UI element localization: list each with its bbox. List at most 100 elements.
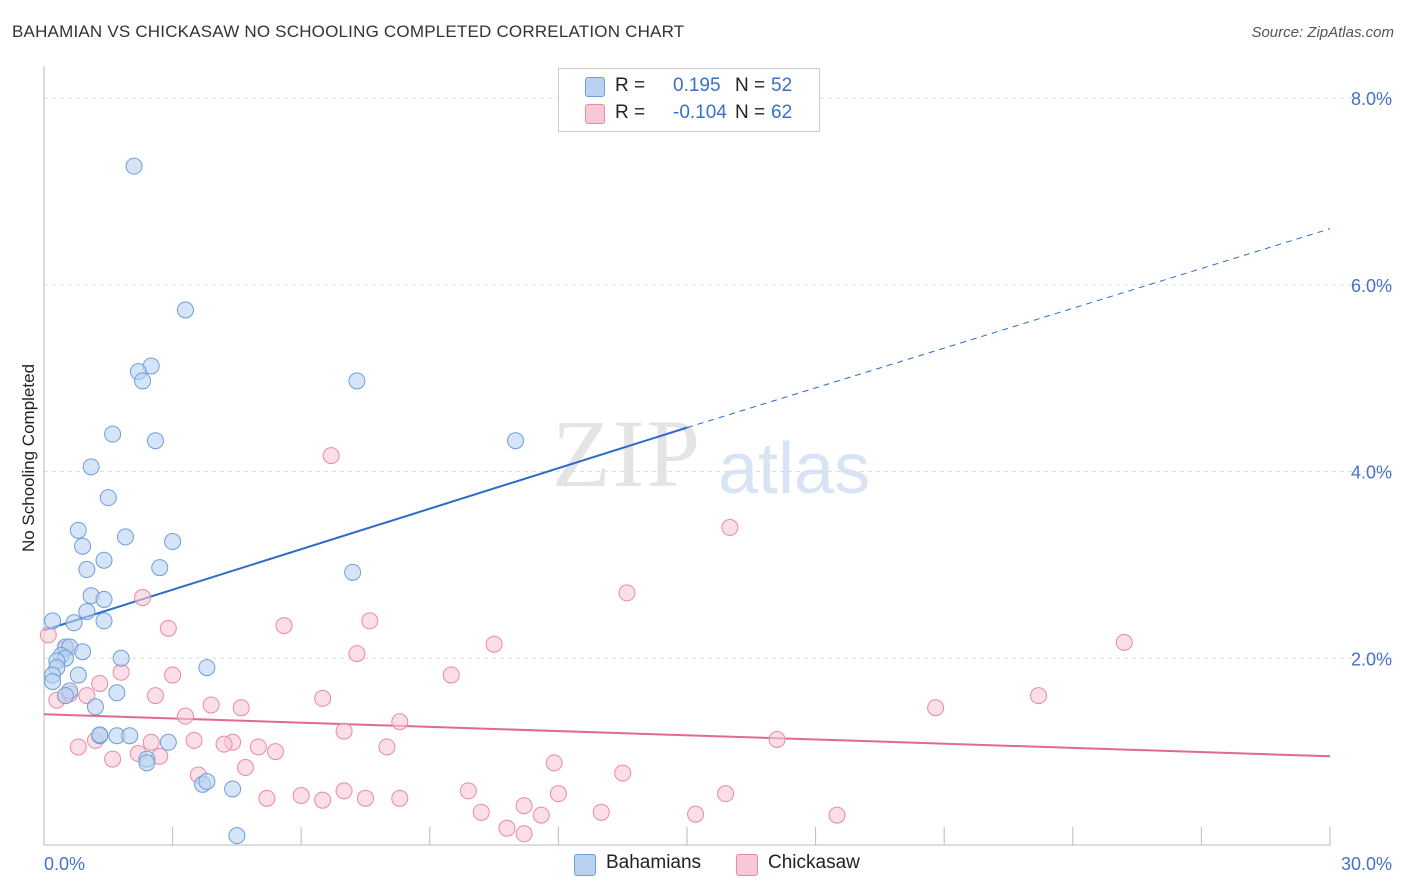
bahamian-point (74, 643, 92, 661)
chickasaw-point (391, 713, 409, 731)
y-tick-label: 2.0% (1351, 649, 1392, 669)
watermark-zip: ZIP (552, 400, 702, 507)
chickasaw-point (618, 584, 636, 602)
chickasaw-point (485, 635, 503, 653)
bahamian-point (95, 551, 113, 569)
legend-swatch-chickasaw (585, 104, 605, 124)
bahamian-point (344, 563, 362, 581)
bahamian-point (69, 666, 87, 684)
chickasaw-point (335, 722, 353, 740)
bahamian-point (138, 754, 156, 772)
chickasaw-point (357, 789, 374, 807)
chickasaw-point (614, 764, 632, 782)
legend-n-value: 52 (771, 75, 793, 96)
chickasaw-point (142, 733, 160, 751)
bahamian-point (228, 827, 246, 845)
chickasaw-point (378, 738, 396, 756)
chickasaw-point (1115, 633, 1133, 651)
bahamian-point (507, 432, 525, 450)
x-tick-label: 30.0% (1341, 854, 1392, 874)
tick-labels: 2.0% 4.0% 6.0% 8.0% 0.0% 30.0% (44, 89, 1392, 874)
chickasaw-point (1030, 687, 1048, 705)
chickasaw-point (361, 612, 379, 630)
bahamian-point (82, 458, 100, 476)
bahamian-point (121, 727, 139, 745)
chickasaw-point (545, 754, 563, 772)
chickasaw-point (146, 687, 164, 705)
bahamian-point (151, 559, 169, 577)
bahamian-point (78, 561, 96, 579)
bahamian-point (164, 533, 182, 551)
chickasaw-point (314, 689, 332, 707)
bahamian-point (104, 425, 122, 443)
chart-title: BAHAMIAN VS CHICKASAW NO SCHOOLING COMPL… (12, 22, 685, 41)
chickasaw-point (592, 803, 610, 821)
legend-r-label: R = (615, 102, 646, 123)
chickasaw-point (335, 782, 353, 800)
chickasaw-point (498, 819, 516, 837)
chickasaw-point (258, 789, 276, 807)
chickasaw-point (721, 519, 739, 537)
bahamian-point (56, 687, 74, 705)
chickasaw-point (459, 782, 477, 800)
bahamian-point (91, 726, 109, 744)
chickasaw-point (348, 645, 366, 663)
y-tick-label: 8.0% (1351, 89, 1392, 109)
chickasaw-point (164, 666, 182, 684)
bahamian-point (95, 612, 113, 630)
bahamian-point (86, 698, 104, 716)
bahamian-point (224, 780, 242, 798)
series-label-chickasaw: Chickasaw (768, 852, 860, 873)
chickasaw-point (39, 626, 57, 644)
chickasaw-point (768, 730, 786, 748)
bahamian-point (44, 612, 62, 630)
bahamian-point (74, 537, 92, 555)
legend-n-label: N = (735, 102, 766, 123)
chickasaw-trend-line (43, 713, 1331, 758)
chickasaw-point (442, 666, 460, 684)
x-tick-label: 0.0% (44, 854, 85, 874)
bahamian-point (134, 372, 152, 390)
chickasaw-point (215, 735, 233, 753)
chickasaw-point (314, 791, 332, 809)
grid-lines (44, 97, 1392, 659)
legend-n-label: N = (735, 75, 766, 96)
chickasaw-point (828, 806, 846, 824)
chickasaw-point (159, 619, 177, 637)
chickasaw-point (717, 785, 735, 803)
bahamian-point (159, 733, 177, 751)
bahamian-point (176, 301, 194, 319)
chickasaw-point (91, 674, 109, 692)
chickasaw-point (472, 803, 490, 821)
series-label-bahamians: Bahamians (606, 852, 702, 873)
trend-lines (43, 228, 1331, 758)
chickasaw-point (927, 699, 945, 717)
chickasaw-point (69, 738, 87, 756)
bahamian-point (125, 157, 143, 175)
y-axis-label: No Schooling Completed (19, 364, 38, 552)
chickasaw-point (185, 731, 203, 749)
series-swatch-chickasaw (736, 854, 758, 876)
bahamian-point (146, 432, 164, 450)
chart-source: Source: ZipAtlas.com (1251, 24, 1394, 41)
chickasaw-point (322, 447, 340, 465)
chickasaw-point (275, 617, 293, 635)
bahamian-trend-extension (686, 228, 1331, 429)
bahamian-point (108, 684, 126, 702)
chickasaw-point (515, 797, 533, 815)
chickasaw-point (391, 789, 409, 807)
bahamian-point (198, 659, 216, 677)
chickasaw-point (176, 707, 194, 725)
bahamian-point (112, 649, 130, 667)
chickasaw-point (266, 743, 284, 761)
bahamian-point (95, 590, 113, 608)
chickasaw-point (104, 750, 122, 768)
bahamian-point (198, 773, 216, 791)
chickasaw-point (202, 696, 220, 714)
bahamian-point (44, 673, 62, 691)
chickasaw-point (232, 699, 250, 717)
bahamian-trend-line (43, 426, 688, 632)
chickasaw-point (515, 825, 533, 843)
chickasaw-point (249, 738, 267, 756)
